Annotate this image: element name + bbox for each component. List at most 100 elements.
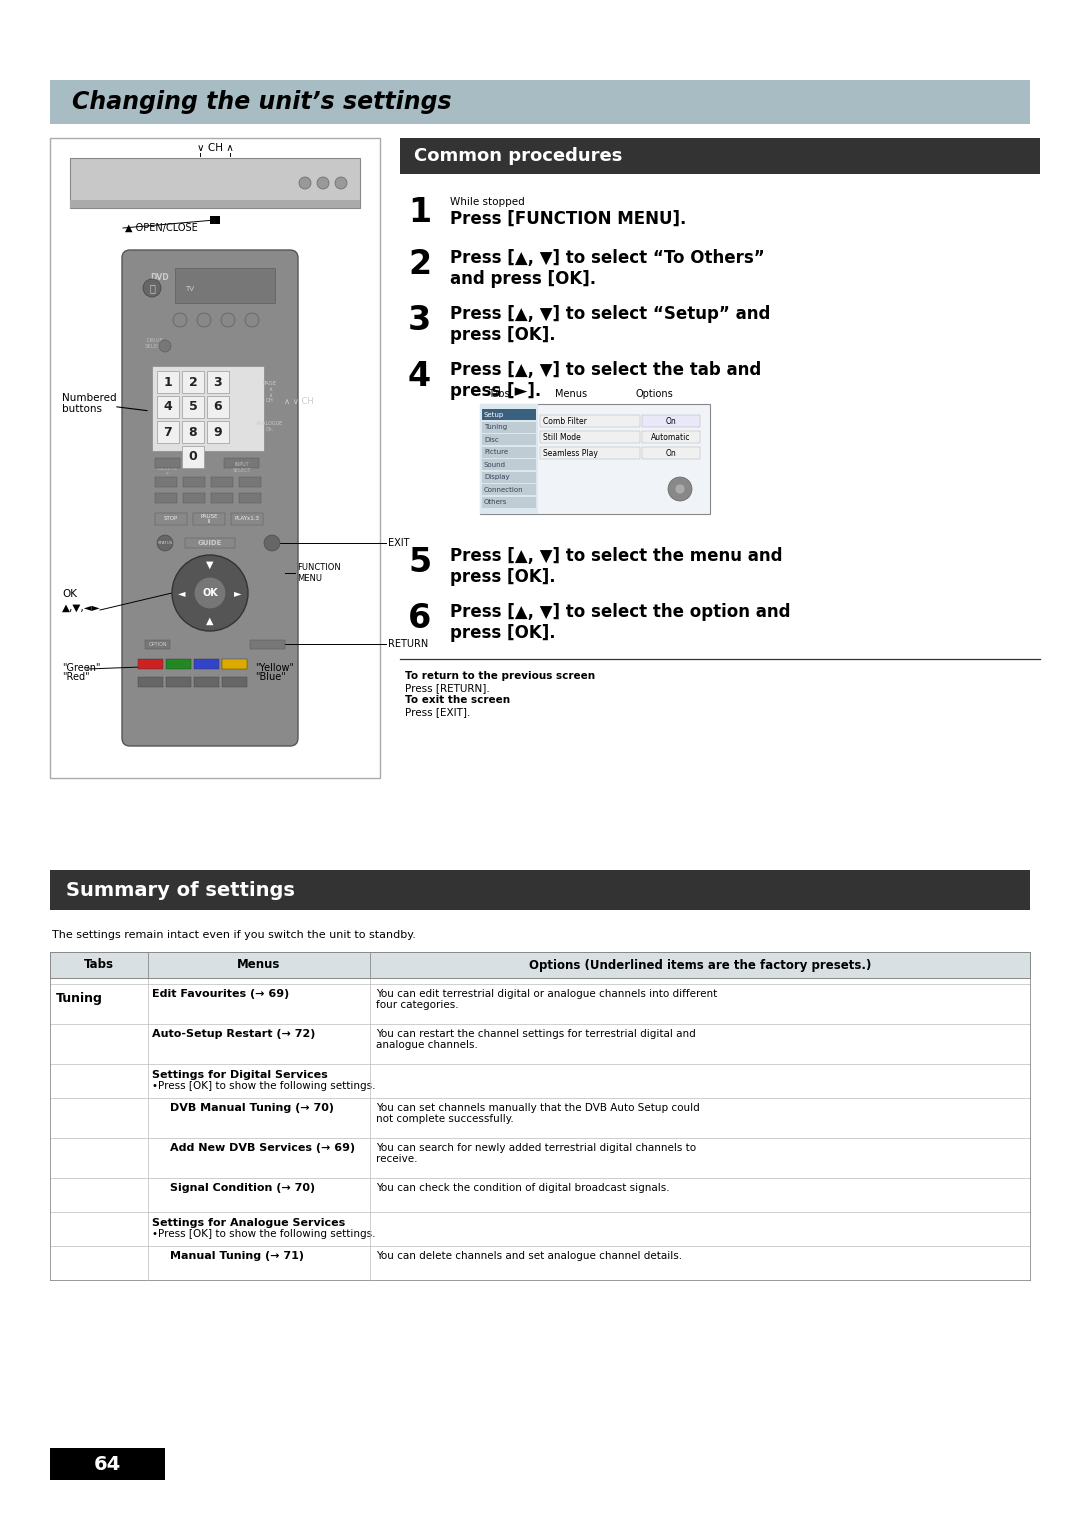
Text: The settings remain intact even if you switch the unit to standby.: The settings remain intact even if you s…: [52, 931, 416, 940]
Text: "Green": "Green": [62, 663, 100, 672]
Text: "Blue": "Blue": [255, 672, 286, 681]
Text: Press [▲, ▼] to select the tab and
press [►].: Press [▲, ▼] to select the tab and press…: [450, 361, 761, 400]
Text: ANALOGUE
Ch.: ANALOGUE Ch.: [256, 422, 284, 432]
Bar: [183, 446, 204, 468]
Text: receive.: receive.: [376, 1154, 418, 1164]
Bar: [222, 659, 247, 669]
Text: OK: OK: [202, 588, 218, 597]
Bar: [166, 659, 191, 669]
Text: PLAYx1.3: PLAYx1.3: [234, 516, 259, 521]
Text: DELETE
*: DELETE *: [157, 466, 177, 477]
Bar: [480, 403, 710, 513]
Text: DRIVE
SELECT: DRIVE SELECT: [145, 338, 165, 348]
Bar: [480, 403, 538, 513]
Text: 3: 3: [408, 304, 431, 338]
Text: •Press [OK] to show the following settings.: •Press [OK] to show the following settin…: [152, 1080, 376, 1091]
Text: 1: 1: [164, 376, 173, 388]
Bar: [194, 659, 219, 669]
Text: RQT8859: RQT8859: [52, 1455, 97, 1465]
Bar: [207, 371, 229, 393]
Bar: [156, 477, 177, 487]
FancyBboxPatch shape: [122, 251, 298, 746]
Text: Connection: Connection: [484, 487, 524, 494]
Bar: [207, 422, 229, 443]
Text: 6: 6: [408, 602, 431, 636]
Text: Tabs: Tabs: [488, 390, 510, 399]
Circle shape: [197, 313, 211, 327]
Bar: [166, 677, 191, 688]
Text: On: On: [665, 417, 676, 425]
Bar: [70, 200, 360, 208]
Text: 6: 6: [214, 400, 222, 414]
Bar: [50, 79, 1030, 124]
Text: not complete successfully.: not complete successfully.: [376, 1114, 514, 1125]
Text: 64: 64: [93, 1456, 121, 1475]
Text: 9: 9: [214, 425, 222, 439]
Text: RETURN: RETURN: [388, 639, 429, 649]
Bar: [193, 513, 225, 526]
Bar: [70, 157, 360, 208]
Text: "Red": "Red": [62, 672, 90, 681]
Text: Press [EXIT].: Press [EXIT].: [405, 707, 471, 717]
Text: 7: 7: [164, 425, 173, 439]
Bar: [157, 371, 179, 393]
Bar: [50, 1449, 165, 1481]
Text: Display: Display: [484, 475, 510, 480]
Text: Edit Favourites (→ 69): Edit Favourites (→ 69): [152, 989, 289, 999]
Circle shape: [172, 555, 248, 631]
Text: ►: ►: [234, 588, 242, 597]
Text: Settings for Analogue Services: Settings for Analogue Services: [152, 1218, 346, 1229]
Text: Options (Underlined items are the factory presets.): Options (Underlined items are the factor…: [529, 958, 872, 972]
Bar: [540, 416, 640, 426]
Text: "Yellow": "Yellow": [255, 663, 294, 672]
Circle shape: [675, 484, 685, 494]
Bar: [482, 446, 536, 457]
Bar: [211, 477, 233, 487]
Text: GUIDE: GUIDE: [198, 539, 222, 545]
Bar: [185, 538, 235, 549]
Text: Tuning: Tuning: [484, 425, 508, 431]
Text: DVD: DVD: [150, 274, 168, 283]
Text: OPTION: OPTION: [149, 642, 167, 646]
Text: PAGE
∧
∨
CH: PAGE ∧ ∨ CH: [262, 380, 278, 403]
Text: To return to the previous screen: To return to the previous screen: [405, 671, 595, 681]
Text: ▼: ▼: [206, 559, 214, 570]
Bar: [482, 497, 536, 507]
Circle shape: [221, 313, 235, 327]
Circle shape: [318, 177, 329, 189]
Text: Manual Tuning (→ 71): Manual Tuning (→ 71): [170, 1251, 303, 1261]
Text: You can check the condition of digital broadcast signals.: You can check the condition of digital b…: [376, 1183, 670, 1193]
Text: You can restart the channel settings for terrestrial digital and: You can restart the channel settings for…: [376, 1028, 696, 1039]
Text: STATUS: STATUS: [158, 541, 173, 545]
Text: OK: OK: [62, 588, 77, 599]
Text: Summary of settings: Summary of settings: [66, 880, 295, 900]
Text: ▲: ▲: [206, 616, 214, 626]
Text: You can search for newly added terrestrial digital channels to: You can search for newly added terrestri…: [376, 1143, 697, 1154]
Bar: [183, 477, 205, 487]
Text: Settings for Digital Services: Settings for Digital Services: [152, 1070, 327, 1080]
Bar: [157, 422, 179, 443]
Bar: [642, 448, 700, 458]
Circle shape: [194, 578, 226, 610]
Circle shape: [335, 177, 347, 189]
Circle shape: [159, 341, 171, 351]
Text: Menus: Menus: [238, 958, 281, 972]
Bar: [210, 215, 220, 225]
Bar: [249, 640, 285, 649]
Text: 8: 8: [189, 425, 198, 439]
Text: Press [▲, ▼] to select “To Others”
and press [OK].: Press [▲, ▼] to select “To Others” and p…: [450, 249, 765, 287]
Bar: [50, 952, 1030, 978]
Text: Sound: Sound: [484, 461, 507, 468]
Text: 3: 3: [214, 376, 222, 388]
Bar: [239, 494, 261, 503]
Text: 5: 5: [408, 545, 431, 579]
Bar: [642, 431, 700, 443]
Bar: [482, 434, 536, 445]
Text: Options: Options: [635, 390, 673, 399]
Bar: [231, 513, 264, 526]
Text: You can edit terrestrial digital or analogue channels into different: You can edit terrestrial digital or anal…: [376, 989, 717, 999]
Circle shape: [299, 177, 311, 189]
Bar: [138, 659, 163, 669]
Text: analogue channels.: analogue channels.: [376, 1041, 477, 1050]
Bar: [183, 371, 204, 393]
